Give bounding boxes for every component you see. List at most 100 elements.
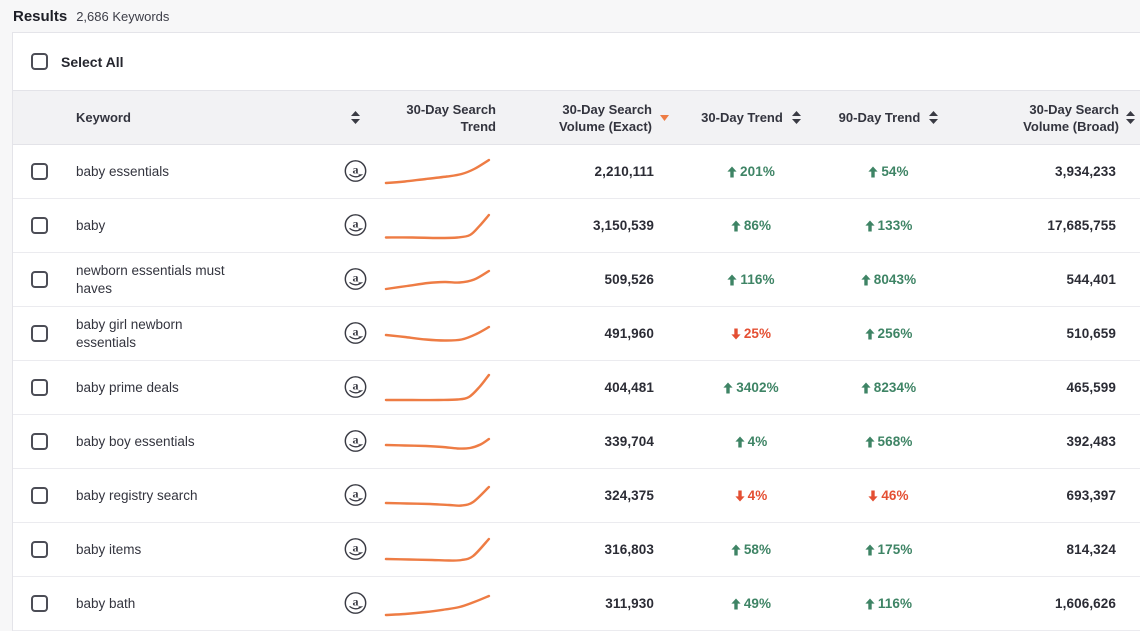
row-checkbox[interactable]: [31, 541, 48, 558]
sparkline-chart: [384, 485, 491, 507]
amazon-a-icon[interactable]: a: [343, 159, 368, 184]
row-checkbox-cell: [13, 199, 63, 252]
amazon-a-icon[interactable]: a: [343, 537, 368, 562]
row-checkbox[interactable]: [31, 325, 48, 342]
select-all-checkbox[interactable]: [31, 53, 48, 70]
svg-text:a: a: [353, 270, 359, 284]
sparkline-chart: [384, 373, 491, 401]
trend-up-arrow-icon: [864, 436, 875, 448]
header-keyword-sort[interactable]: [333, 91, 378, 144]
volume-exact-cell: 311,930: [513, 577, 681, 630]
trend-value: 86%: [743, 218, 772, 233]
amazon-a-icon[interactable]: a: [343, 375, 368, 400]
trend-90day-cell: 116%: [821, 577, 956, 630]
volume-broad-value: 1,606,626: [1055, 596, 1116, 611]
trend-down-arrow-icon: [735, 490, 745, 502]
search-trend-sparkline-cell: [378, 577, 513, 630]
row-checkbox-cell: [13, 469, 63, 522]
volume-broad-value: 814,324: [1066, 542, 1116, 557]
row-checkbox[interactable]: [31, 379, 48, 396]
volume-exact-value: 311,930: [605, 596, 654, 611]
volume-broad-cell: 693,397: [956, 469, 1140, 522]
amazon-a-icon[interactable]: a: [343, 213, 368, 238]
svg-text:a: a: [353, 216, 359, 230]
table-row: baby prime deals a 404,481 3402% 8234% 465,…: [13, 361, 1140, 415]
trend-30day-cell: 116%: [681, 253, 821, 306]
row-checkbox[interactable]: [31, 271, 48, 288]
amazon-a-icon[interactable]: a: [343, 267, 368, 292]
trend-up-arrow-icon: [864, 544, 875, 556]
trend-30day-cell: 4%: [681, 415, 821, 468]
results-card: Select All Keyword 30-Day Search Trend 3…: [12, 32, 1140, 631]
select-all-label: Select All: [61, 53, 124, 70]
row-checkbox[interactable]: [31, 217, 48, 234]
volume-exact-cell: 316,803: [513, 523, 681, 576]
sparkline-chart: [384, 158, 491, 184]
trend-value: 25%: [743, 326, 772, 341]
volume-exact-cell: 404,481: [513, 361, 681, 414]
keyword-text: baby essentials: [76, 163, 170, 179]
trend-value: 4%: [747, 434, 768, 449]
volume-exact-value: 339,704: [604, 434, 654, 449]
trend-30day-cell: 86%: [681, 199, 821, 252]
keyword-cell: baby items: [63, 523, 333, 576]
amazon-a-icon[interactable]: a: [343, 591, 368, 616]
header-30day-trend-label: 30-Day Trend: [701, 110, 783, 125]
keyword-cell: baby registry search: [63, 469, 333, 522]
keyword-text: baby bath: [76, 595, 136, 611]
header-30day-volume-broad[interactable]: 30-Day Search Volume (Broad): [956, 91, 1140, 144]
row-checkbox-cell: [13, 415, 63, 468]
keyword-cell: newborn essentials must haves: [63, 253, 333, 306]
trend-value: 46%: [881, 488, 909, 503]
volume-broad-cell: 465,599: [956, 361, 1140, 414]
trend-up-arrow-icon: [731, 544, 741, 556]
keyword-text: baby registry search: [76, 487, 198, 503]
header-30day-volume-exact-label: 30-Day Search Volume (Exact): [559, 101, 652, 134]
trend-up-arrow-icon: [864, 220, 875, 232]
table-row: baby bath a 311,930 49% 116% 1,606,626: [13, 577, 1140, 631]
trend-90day-cell: 256%: [821, 307, 956, 360]
header-30day-volume-broad-label: 30-Day Search Volume (Broad): [1023, 101, 1119, 134]
header-30day-trend[interactable]: 30-Day Trend: [681, 91, 821, 144]
header-keyword[interactable]: Keyword: [63, 91, 333, 144]
trend-value: 175%: [877, 542, 913, 557]
row-checkbox[interactable]: [31, 595, 48, 612]
row-checkbox[interactable]: [31, 433, 48, 450]
page-title: Results: [13, 7, 68, 25]
amazon-icon-cell: a: [333, 253, 378, 306]
trend-value: 3402%: [736, 380, 779, 395]
header-30day-volume-exact[interactable]: 30-Day Search Volume (Exact): [513, 91, 681, 144]
svg-text:a: a: [353, 486, 359, 500]
trend-up-arrow-icon: [731, 598, 741, 610]
trend-90day-cell: 175%: [821, 523, 956, 576]
table-row: baby essentials a 2,210,111 201% 54% 3,934,…: [13, 145, 1140, 199]
amazon-a-icon[interactable]: a: [343, 483, 368, 508]
volume-exact-cell: 324,375: [513, 469, 681, 522]
row-checkbox[interactable]: [31, 163, 48, 180]
trend-up-arrow-icon: [723, 382, 733, 394]
amazon-a-icon[interactable]: a: [343, 321, 368, 346]
search-trend-sparkline-cell: [378, 253, 513, 306]
search-trend-sparkline-cell: [378, 469, 513, 522]
header-90day-trend[interactable]: 90-Day Trend: [821, 91, 956, 144]
trend-up-arrow-icon: [861, 274, 871, 286]
trend-value: 8234%: [873, 380, 917, 395]
sparkline-chart: [384, 537, 491, 562]
volume-exact-cell: 3,150,539: [513, 199, 681, 252]
trend-down-arrow-icon: [868, 490, 878, 502]
volume-exact-cell: 2,210,111: [513, 145, 681, 198]
keyword-text: baby items: [76, 541, 142, 557]
trend-up-arrow-icon: [727, 274, 738, 286]
row-checkbox[interactable]: [31, 487, 48, 504]
row-checkbox-cell: [13, 361, 63, 414]
volume-broad-cell: 17,685,755: [956, 199, 1140, 252]
row-checkbox-cell: [13, 577, 63, 630]
volume-exact-value: 316,803: [604, 542, 654, 557]
trend-30day-cell: 58%: [681, 523, 821, 576]
sort-updown-icon: [351, 111, 360, 124]
trend-90day-cell: 8234%: [821, 361, 956, 414]
trend-up-arrow-icon: [868, 166, 878, 178]
amazon-a-icon[interactable]: a: [343, 429, 368, 454]
table-row: baby boy essentials a 339,704 4% 568% 392,4…: [13, 415, 1140, 469]
